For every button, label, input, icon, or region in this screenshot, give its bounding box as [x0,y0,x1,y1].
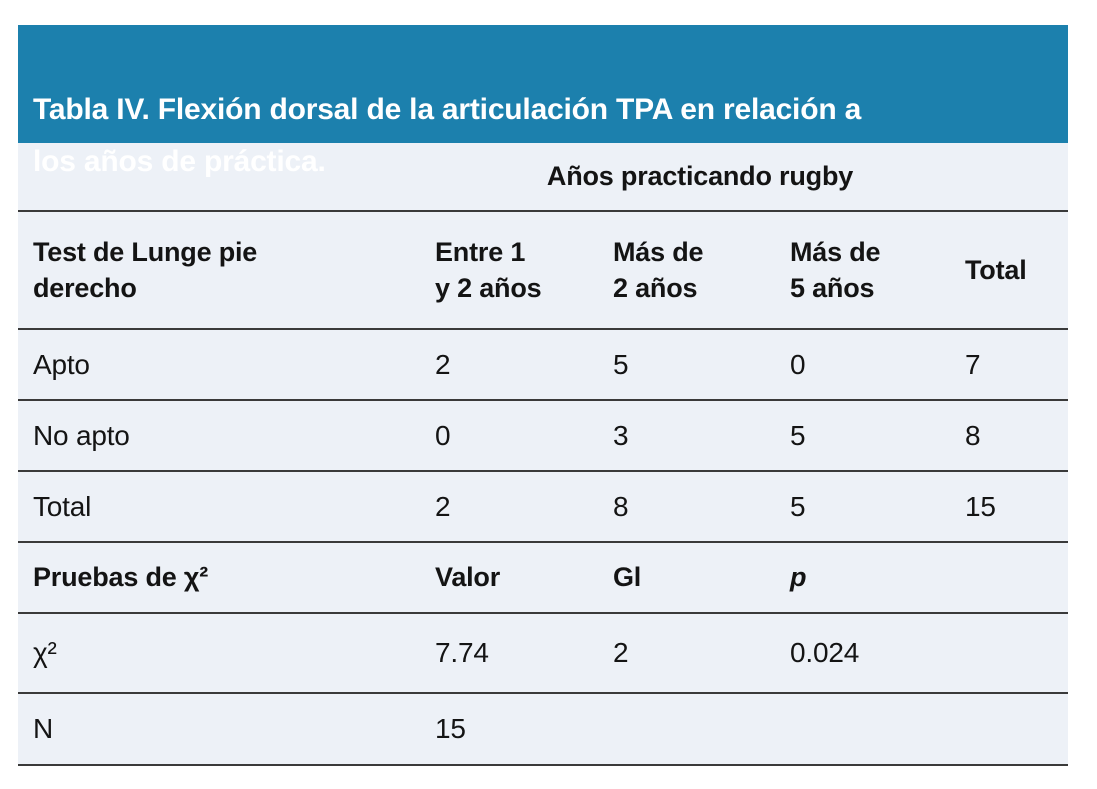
chi-col-p: p [790,562,807,593]
row-label: Total [33,490,92,522]
row-label: Apto [33,348,90,380]
table-cell: 8 [965,419,981,451]
table-cell: 0 [790,348,806,380]
group-header-row: Años practicando rugby [18,143,1068,211]
table-row-apto: Apto 2 5 0 7 [18,329,1068,400]
table-cell: 8 [613,490,629,522]
table-cell: 7 [965,348,981,380]
col-header-row-label: Test de Lunge pie derecho [33,236,258,303]
table-cell: 5 [790,490,806,522]
table-cell: 3 [613,419,629,451]
row-label: No apto [33,419,130,451]
chi-col-gl: Gl [613,562,642,593]
row-label: N [33,713,54,744]
group-header: Años practicando rugby [546,161,854,191]
table-title-band: Tabla IV. Flexión dorsal de la articulac… [18,25,1068,178]
table-cell: 7.74 [435,637,489,668]
table-row-n: N 15 [18,693,1068,765]
table-row-chi: χ² 7.74 2 0.024 [18,613,1068,693]
table-cell: 2 [613,637,629,668]
table-cell [613,693,790,765]
empty-cell [965,542,1068,613]
table-cell: 0.024 [790,637,860,668]
table-cell: 5 [790,419,806,451]
table-row-no-apto: No apto 0 3 5 8 [18,400,1068,471]
column-header-row: Test de Lunge pie derecho Entre 1 y 2 añ… [18,211,1068,329]
chi-header-row: Pruebas de χ² Valor Gl p [18,542,1068,613]
table-cell: 2 [435,348,451,380]
empty-cell [965,693,1068,765]
col-header-mas-5: Más de 5 años [790,236,881,303]
table-card: Tabla IV. Flexión dorsal de la articulac… [18,25,1068,766]
col-header-entre-1-2: Entre 1 y 2 años [435,236,542,303]
table-cell: 5 [613,348,629,380]
chi-section-label: Pruebas de χ² [33,562,208,593]
empty-cell [965,613,1068,693]
data-table: Años practicando rugby Test de Lunge pie… [18,143,1068,766]
table-cell: 15 [965,490,996,522]
chi-col-valor: Valor [435,562,501,593]
table-cell [790,693,965,765]
table-cell: 15 [435,713,466,744]
table-title: Tabla IV. Flexión dorsal de la articulac… [33,92,862,178]
table-cell: 0 [435,419,451,451]
row-label: χ² [33,637,57,668]
table-row-total: Total 2 8 5 15 [18,471,1068,542]
col-header-total: Total [965,254,1027,285]
table-cell: 2 [435,490,451,522]
empty-cell [965,143,1068,211]
col-header-mas-2: Más de 2 años [613,236,704,303]
